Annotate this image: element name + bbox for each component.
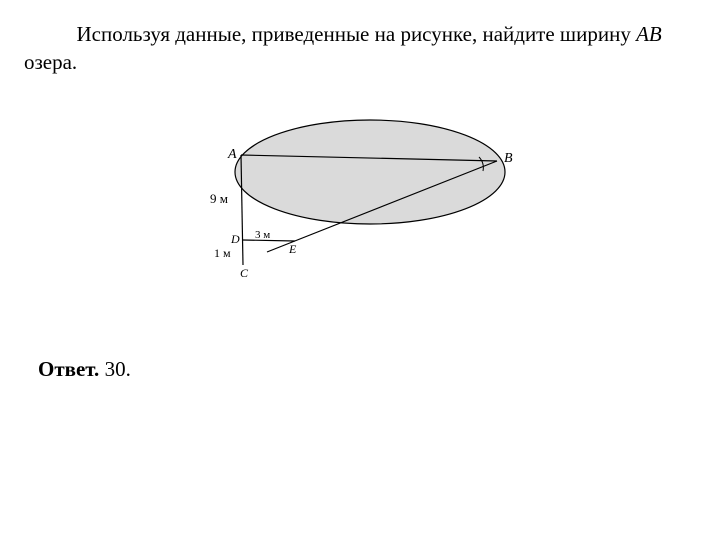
segment-name: AB	[636, 22, 662, 46]
svg-text:3 м: 3 м	[255, 229, 270, 241]
answer-value: 30.	[105, 357, 131, 381]
svg-text:1 м: 1 м	[214, 246, 231, 260]
problem-text: Используя данные, приведенные на рисунке…	[24, 20, 696, 77]
answer-label: Ответ.	[38, 357, 99, 381]
svg-text:E: E	[288, 242, 297, 256]
lake-diagram: A B D E C 9 м 1 м 3 м	[200, 117, 520, 297]
problem-suffix: озера.	[24, 50, 77, 74]
svg-text:A: A	[227, 147, 237, 162]
figure-container: A B D E C 9 м 1 м 3 м	[24, 117, 696, 297]
svg-text:C: C	[240, 266, 249, 280]
svg-text:D: D	[230, 232, 240, 246]
problem-prefix: Используя данные, приведенные на рисунке…	[77, 22, 637, 46]
svg-text:9 м: 9 м	[210, 191, 228, 206]
svg-text:B: B	[504, 151, 513, 166]
answer-line: Ответ. 30.	[38, 357, 696, 382]
